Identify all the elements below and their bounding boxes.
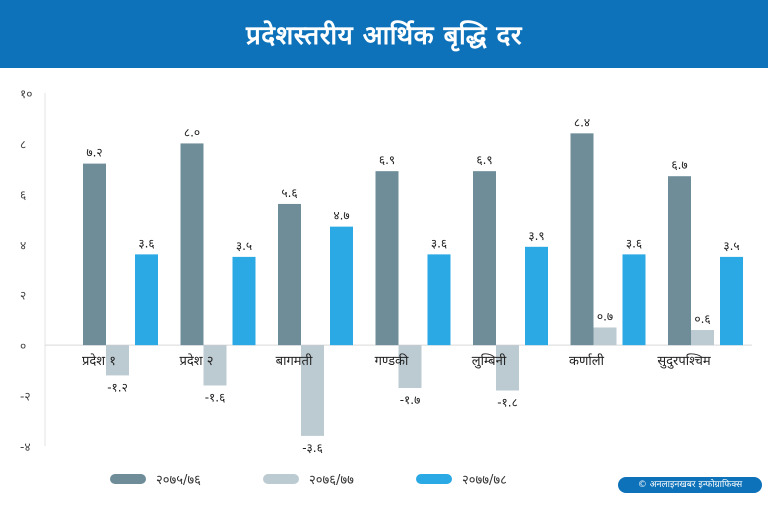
legend-item-series-2: २०७६/७७ xyxy=(263,470,354,488)
data-label-series-3: ३.६ xyxy=(431,236,447,250)
bar-series-1 xyxy=(375,171,399,346)
category-label: लुम्बिनी xyxy=(472,353,507,369)
category-label: गण्डकी xyxy=(375,353,409,369)
bar-series-1 xyxy=(668,176,691,346)
category-label: बागमती xyxy=(276,353,313,369)
x-axis-categories: प्रदेश १ प्रदेश २ बागमती गण्डकी लुम्बिनी कर्ण… xyxy=(82,353,711,369)
legend-label-series-3: २०७७/७८ xyxy=(462,473,507,488)
category-label: सुदुरपश्चिम xyxy=(657,353,711,369)
y-tick-label: १० xyxy=(20,87,32,101)
data-label-series-2: ०.७ xyxy=(597,309,613,323)
bar-series-2 xyxy=(301,345,324,436)
y-tick-label: २ xyxy=(20,289,26,303)
legend-item-series-3: २०७७/७८ xyxy=(416,470,507,488)
data-label-series-2: ०.६ xyxy=(694,312,710,326)
legend-label-series-2: २०७६/७७ xyxy=(309,473,354,488)
bar-series-1 xyxy=(180,143,204,346)
data-label-series-1: ५.६ xyxy=(281,186,297,200)
data-label-series-1: ८.० xyxy=(184,125,200,139)
y-tick-label: ० xyxy=(20,339,26,353)
data-label-series-1: ८.४ xyxy=(574,115,590,129)
data-label-series-2: -१.७ xyxy=(400,393,421,407)
bar-series-2 xyxy=(106,345,129,376)
data-label-series-1: ६.९ xyxy=(476,153,492,167)
bar-chart: -४ -२ ० २ ४ ६ ८ १० ७.२ -१.२ ३.६ ८.० -१.६ ३.५ ५.६ -३.६ ४… xyxy=(20,87,752,455)
category-label: कर्णाली xyxy=(569,353,605,369)
data-label-series-1: ६.९ xyxy=(379,153,395,167)
bar-series-2 xyxy=(398,345,422,389)
y-tick-label: -४ xyxy=(20,440,31,454)
data-label-series-2: -१.८ xyxy=(497,396,518,410)
category-label: प्रदेश १ xyxy=(82,353,116,369)
legend-swatch-series-1 xyxy=(110,474,146,484)
bar-series-3 xyxy=(330,226,353,346)
bars xyxy=(83,133,743,436)
bar-series-2 xyxy=(203,345,227,386)
bar-series-2 xyxy=(496,345,519,391)
bar-series-3 xyxy=(622,254,646,346)
data-label-series-3: ३.६ xyxy=(138,236,154,250)
legend-label-series-1: २०७५/७६ xyxy=(156,473,201,488)
legend: २०७५/७६ २०७६/७७ २०७७/७८ xyxy=(0,470,620,494)
credit-badge: © अनलाइनखबर इन्फोग्राफिक्स xyxy=(618,477,762,493)
page-title: प्रदेशस्तरीय आर्थिक बृद्धि दर xyxy=(246,21,522,51)
category-label: प्रदेश २ xyxy=(179,353,213,369)
bar-series-3 xyxy=(525,246,548,346)
y-tick-label: ४ xyxy=(20,238,26,252)
data-label-series-3: ४.७ xyxy=(333,209,349,223)
y-tick-label: ८ xyxy=(20,137,26,151)
y-tick-label: -२ xyxy=(20,390,31,404)
legend-swatch-series-2 xyxy=(263,474,299,484)
bar-series-3 xyxy=(427,254,451,346)
bar-series-2 xyxy=(593,327,617,346)
bar-series-1 xyxy=(278,203,301,346)
bar-series-1 xyxy=(473,171,496,346)
y-tick-label: ६ xyxy=(20,188,26,202)
bar-series-3 xyxy=(135,254,158,346)
header-banner: प्रदेशस्तरीय आर्थिक बृद्धि दर xyxy=(0,0,768,68)
data-label-series-2: -१.६ xyxy=(205,390,226,404)
data-label-series-3: ३.६ xyxy=(626,236,642,250)
data-label-series-1: ७.२ xyxy=(86,146,102,160)
legend-swatch-series-3 xyxy=(416,474,452,484)
bar-series-1 xyxy=(83,163,106,346)
bar-series-2 xyxy=(691,330,714,346)
bar-series-3 xyxy=(720,256,743,346)
data-label-series-3: ३.५ xyxy=(236,239,252,253)
data-label-series-1: ६.७ xyxy=(671,158,687,172)
data-label-series-2: -१.२ xyxy=(107,380,128,394)
bar-series-1 xyxy=(570,133,594,346)
data-label-series-3: ३.९ xyxy=(528,229,544,243)
data-label-series-3: ३.५ xyxy=(723,239,739,253)
data-label-series-2: -३.६ xyxy=(302,441,323,455)
bar-series-3 xyxy=(232,256,256,346)
data-labels: ७.२ -१.२ ३.६ ८.० -१.६ ३.५ ५.६ -३.६ ४.७ ६.९ -१.७ ३.६… xyxy=(86,115,739,455)
legend-item-series-1: २०७५/७६ xyxy=(110,470,201,488)
